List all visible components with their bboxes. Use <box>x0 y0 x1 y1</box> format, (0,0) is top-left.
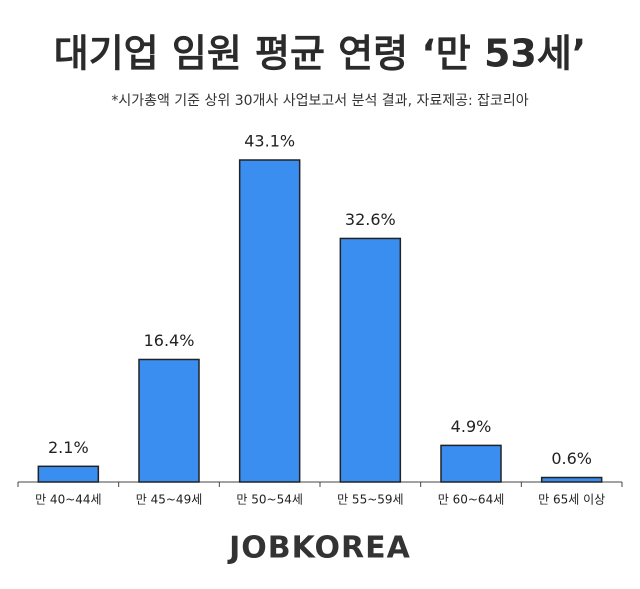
x-tick-label: 만 40~44세 <box>35 493 102 507</box>
x-tick-label: 만 60~64세 <box>438 493 505 507</box>
value-label: 2.1% <box>48 438 89 457</box>
chart-subtitle: *시가총액 기준 상위 30개사 사업보고서 분석 결과, 자료제공: 잡코리아 <box>111 93 528 109</box>
x-tick-label: 만 45~49세 <box>136 493 203 507</box>
chart-title: 대기업 임원 평균 연령 ‘만 53세’ <box>54 32 586 76</box>
bar <box>339 237 402 483</box>
bar <box>37 465 100 483</box>
bar <box>138 358 200 483</box>
value-label: 16.4% <box>144 331 195 350</box>
brand-logo: JOBKOREA <box>227 531 411 566</box>
x-tick-label: 만 50~54세 <box>236 493 303 507</box>
value-label: 0.6% <box>551 449 592 468</box>
bar <box>440 444 502 483</box>
value-label: 4.9% <box>451 417 492 436</box>
x-tick-label: 만 55~59세 <box>337 493 404 507</box>
bar <box>540 476 603 483</box>
bar <box>238 159 301 483</box>
x-tick-label: 만 65세 이상 <box>538 493 605 507</box>
value-label: 32.6% <box>345 210 396 229</box>
value-label: 43.1% <box>244 132 295 151</box>
